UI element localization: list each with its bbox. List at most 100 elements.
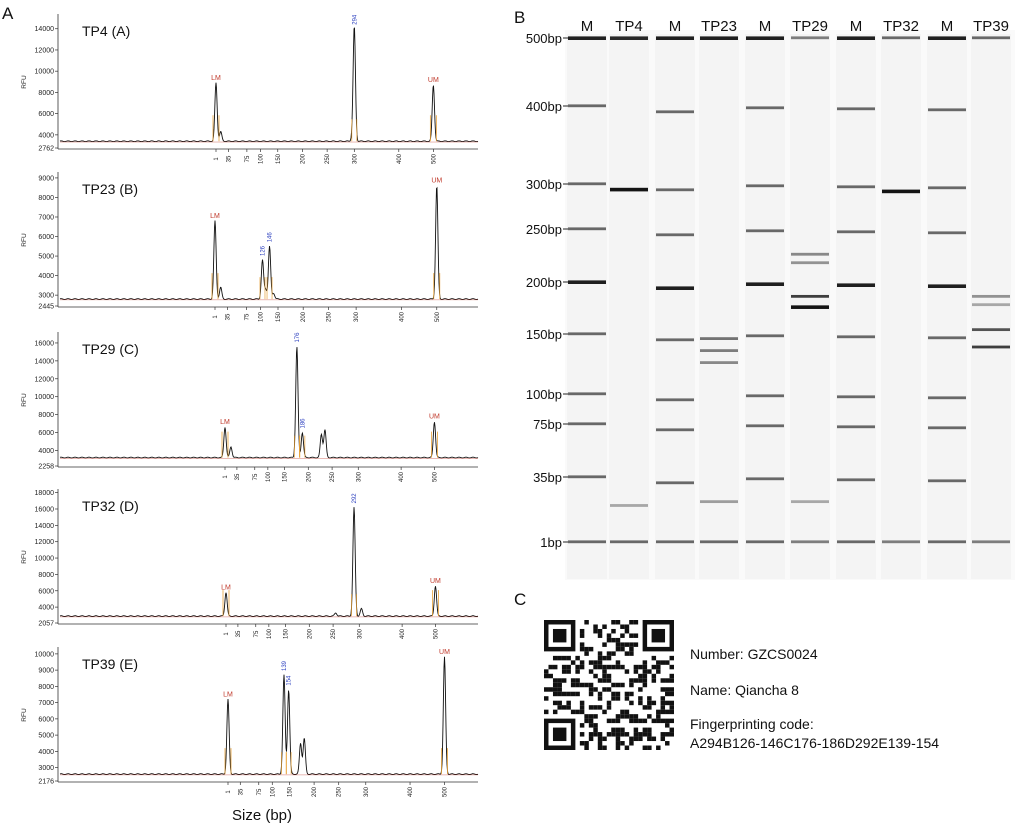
gel-lane [836, 34, 876, 579]
peak-label: LM [223, 691, 233, 698]
qr-module [665, 719, 669, 723]
qr-module [616, 719, 620, 723]
y-axis-label: RFU [21, 75, 28, 89]
qr-module [553, 701, 557, 705]
qr-module [593, 728, 597, 732]
qr-module [616, 728, 620, 732]
gel-band [928, 479, 966, 482]
gel-band [610, 36, 648, 40]
x-tick-label: 150 [276, 153, 282, 164]
qr-module [575, 656, 579, 660]
gel-band [972, 303, 1010, 306]
gel-band [837, 425, 875, 428]
qr-module [647, 737, 651, 741]
qr-module [562, 665, 566, 669]
qr-module [629, 683, 633, 687]
qr-module [557, 705, 561, 709]
gel-band [656, 481, 694, 484]
size-label: 250bp [526, 222, 562, 237]
y-tick-label: 9000 [38, 668, 54, 675]
qr-module [620, 624, 624, 628]
size-label: 100bp [526, 387, 562, 402]
qr-module [670, 678, 674, 682]
qr-module [571, 660, 575, 664]
gel-band [610, 504, 648, 507]
qr-module [580, 705, 584, 709]
qr-module [580, 732, 584, 736]
qr-module [616, 660, 620, 664]
qr-module [661, 687, 665, 691]
qr-module [611, 728, 615, 732]
variety-name: Name: Qiancha 8 [690, 682, 799, 698]
x-tick-label: 100 [258, 311, 264, 322]
x-tick-label: 100 [270, 786, 276, 797]
qr-module [584, 647, 588, 651]
panel-c-identity-card: C Number: GZCS0024 Name: Qiancha 8 Finge… [510, 590, 1018, 824]
qr-module [629, 620, 633, 624]
gel-band [791, 261, 829, 264]
size-label: 500bp [526, 31, 562, 46]
y-tick-label: 4000 [38, 605, 54, 612]
qr-module [593, 705, 597, 709]
qr-module [616, 692, 620, 696]
peak-label: 154 [287, 675, 293, 686]
gel-band [568, 422, 606, 425]
qr-module [598, 746, 602, 750]
gel-lane [745, 34, 785, 579]
qr-module [643, 728, 647, 732]
qr-module [580, 741, 584, 745]
y-tick-label: 5000 [38, 254, 54, 261]
peak-label: UM [428, 77, 439, 84]
x-tick-label: 75 [254, 630, 260, 637]
qr-module [598, 741, 602, 745]
gel-band [837, 107, 875, 110]
y-tick-label: 12000 [35, 539, 55, 546]
qr-module [593, 665, 597, 669]
y-tick-label: 6000 [38, 234, 54, 241]
qr-module [638, 665, 642, 669]
variety-number: Number: GZCS0024 [690, 646, 818, 662]
qr-module [661, 678, 665, 682]
peak-label: UM [439, 649, 450, 656]
trace-line [60, 657, 478, 775]
qr-module [625, 746, 629, 750]
qr-module [602, 669, 606, 673]
qr-module [620, 714, 624, 718]
peak-label: LM [221, 584, 231, 591]
lane-label: TP32 [883, 18, 919, 35]
qr-module [643, 669, 647, 673]
x-tick-label: 1 [213, 315, 219, 319]
qr-module [580, 683, 584, 687]
gel-band [972, 540, 1010, 543]
gel-lane [567, 34, 607, 579]
qr-module [670, 728, 674, 732]
gel-band [882, 190, 920, 194]
gel-band [837, 185, 875, 188]
qr-module [566, 692, 570, 696]
y-axis-label: RFU [21, 708, 28, 722]
trace-line [60, 188, 478, 300]
qr-module [620, 665, 624, 669]
y-tick-label: 9000 [38, 175, 54, 182]
qr-module [625, 669, 629, 673]
x-tick-label: 35 [236, 630, 242, 637]
y-tick-label: 2762 [38, 146, 54, 153]
size-label: 300bp [526, 177, 562, 192]
peak-label: UM [431, 178, 442, 185]
x-tick-label: 35 [235, 473, 241, 480]
y-tick-label: 8000 [38, 684, 54, 691]
gel-band [928, 231, 966, 234]
gel-band [568, 227, 606, 230]
qr-module [598, 737, 602, 741]
qr-module [611, 665, 615, 669]
qr-module [634, 714, 638, 718]
qr-module [607, 656, 611, 660]
gel-band [656, 286, 694, 290]
qr-module [670, 701, 674, 705]
qr-module [607, 665, 611, 669]
qr-module [589, 647, 593, 651]
qr-module [665, 692, 669, 696]
chart-title: TP32 (D) [82, 498, 139, 514]
qr-module [557, 683, 561, 687]
